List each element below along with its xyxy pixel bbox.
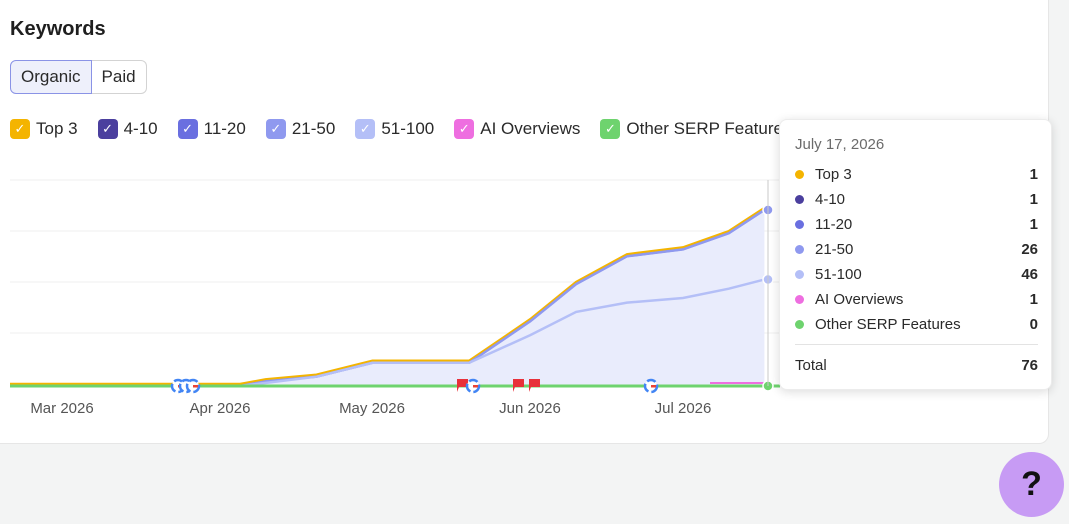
flag-icon[interactable] bbox=[529, 379, 540, 392]
flag-icon[interactable] bbox=[457, 379, 468, 392]
checkbox-checked-icon[interactable]: ✓ bbox=[177, 119, 198, 139]
legend-label: Other SERP Features bbox=[626, 119, 792, 138]
tooltip-row-value: 1 bbox=[1029, 215, 1038, 233]
keywords-card: Keywords Organic Paid ✓ Top 3 ✓ 4-10 ✓ 1… bbox=[0, 0, 1052, 444]
tooltip-row: Other SERP Features 0 bbox=[795, 314, 1038, 334]
tooltip-row-value: 26 bbox=[1021, 240, 1038, 258]
google-update-icon[interactable] bbox=[643, 378, 659, 394]
tooltip-row-value: 46 bbox=[1021, 265, 1038, 283]
flag-icon[interactable] bbox=[513, 379, 524, 392]
tooltip-row-value: 0 bbox=[1029, 315, 1038, 333]
checkbox-checked-icon[interactable]: ✓ bbox=[265, 119, 286, 139]
chart-tooltip: July 17, 2026 Top 3 1 4-10 1 11-20 1 21-… bbox=[779, 119, 1052, 390]
dot-icon bbox=[795, 269, 804, 279]
tooltip-row-label: Other SERP Features bbox=[815, 315, 961, 333]
legend-label: 51-100 bbox=[381, 119, 435, 138]
help-button[interactable]: ? bbox=[999, 452, 1064, 517]
legend-ai-overviews[interactable]: ✓ AI Overviews bbox=[454, 119, 580, 139]
question-icon: ? bbox=[1021, 465, 1042, 503]
keywords-chart[interactable]: Mar 2026 Apr 2026 May 2026 Jun 2026 Jul 2026… bbox=[0, 150, 780, 430]
dot-icon bbox=[795, 169, 804, 179]
tooltip-row-label: AI Overviews bbox=[815, 290, 904, 308]
legend-other-serp-features[interactable]: ✓ Other SERP Features bbox=[600, 119, 791, 139]
legend-label: Top 3 bbox=[36, 119, 78, 138]
tooltip-date: July 17, 2026 bbox=[795, 136, 885, 153]
dot-icon bbox=[795, 319, 804, 329]
dot-icon bbox=[795, 244, 804, 254]
dot-icon bbox=[795, 219, 804, 229]
tooltip-row-label: 4-10 bbox=[815, 190, 846, 208]
x-tick-label: Apr 2026 bbox=[190, 400, 251, 417]
tooltip-row-label: Top 3 bbox=[815, 165, 852, 183]
x-tick-label: Jul 2026 bbox=[655, 400, 712, 417]
checkbox-checked-icon[interactable]: ✓ bbox=[454, 119, 475, 139]
x-tick-label: Jun 2026 bbox=[499, 400, 561, 417]
google-update-icon[interactable] bbox=[185, 378, 201, 394]
tooltip-row-value: 1 bbox=[1029, 165, 1038, 183]
legend-4-10[interactable]: ✓ 4-10 bbox=[97, 119, 158, 139]
series-line-top-3 bbox=[10, 206, 766, 386]
event-markers bbox=[170, 378, 659, 394]
tooltip-row-label: 51-100 bbox=[815, 265, 862, 283]
x-axis-ticks: Mar 2026 Apr 2026 May 2026 Jun 2026 Jul 2026… bbox=[30, 400, 712, 417]
legend-label: 4-10 bbox=[123, 119, 158, 138]
section-title: Keywords bbox=[10, 18, 106, 40]
legend-label: 21-50 bbox=[291, 119, 336, 138]
tooltip-row: AI Overviews 1 bbox=[795, 289, 1038, 309]
dot-icon bbox=[795, 194, 804, 204]
tooltip-row: 21-50 26 bbox=[795, 239, 1038, 259]
x-tick-label: May 2026 bbox=[339, 400, 405, 417]
legend-11-20[interactable]: ✓ 11-20 bbox=[177, 119, 246, 139]
series-area-total bbox=[10, 210, 765, 386]
tab-paid[interactable]: Paid bbox=[91, 60, 147, 94]
checkbox-checked-icon[interactable]: ✓ bbox=[355, 119, 376, 139]
segment-control: Organic Paid bbox=[10, 60, 147, 94]
tooltip-row-label: 11-20 bbox=[815, 215, 853, 233]
legend-label: AI Overviews bbox=[480, 119, 581, 138]
checkbox-checked-icon[interactable]: ✓ bbox=[97, 119, 118, 139]
legend-51-100[interactable]: ✓ 51-100 bbox=[355, 119, 434, 139]
legend-top-3[interactable]: ✓ Top 3 bbox=[10, 119, 78, 139]
legend-21-50[interactable]: ✓ 21-50 bbox=[265, 119, 336, 139]
area-layer bbox=[10, 204, 780, 392]
tooltip-row: 51-100 46 bbox=[795, 264, 1038, 284]
chart-legend: ✓ Top 3 ✓ 4-10 ✓ 11-20 ✓ 21-50 ✓ 51-100 … bbox=[10, 119, 811, 139]
dot-icon bbox=[795, 294, 804, 304]
tooltip-row-value: 1 bbox=[1029, 290, 1038, 308]
tooltip-row: 4-10 1 bbox=[795, 189, 1038, 209]
tooltip-divider bbox=[795, 344, 1038, 345]
x-tick-label: Mar 2026 bbox=[30, 400, 93, 417]
checkbox-checked-icon[interactable]: ✓ bbox=[10, 119, 30, 139]
tooltip-total-label: Total bbox=[795, 356, 827, 374]
tooltip-row: Top 3 1 bbox=[795, 164, 1038, 184]
checkbox-checked-icon[interactable]: ✓ bbox=[600, 119, 621, 139]
tooltip-row: 11-20 1 bbox=[795, 214, 1038, 234]
series-line-51-100 bbox=[10, 278, 765, 388]
tooltip-total-row: Total 76 bbox=[795, 355, 1038, 375]
google-update-icon[interactable] bbox=[465, 378, 481, 394]
legend-label: 11-20 bbox=[203, 119, 246, 138]
tooltip-row-label: 21-50 bbox=[815, 240, 854, 258]
tooltip-row-value: 1 bbox=[1029, 190, 1038, 208]
tab-organic[interactable]: Organic bbox=[10, 60, 92, 94]
tooltip-total-value: 76 bbox=[1021, 356, 1038, 374]
